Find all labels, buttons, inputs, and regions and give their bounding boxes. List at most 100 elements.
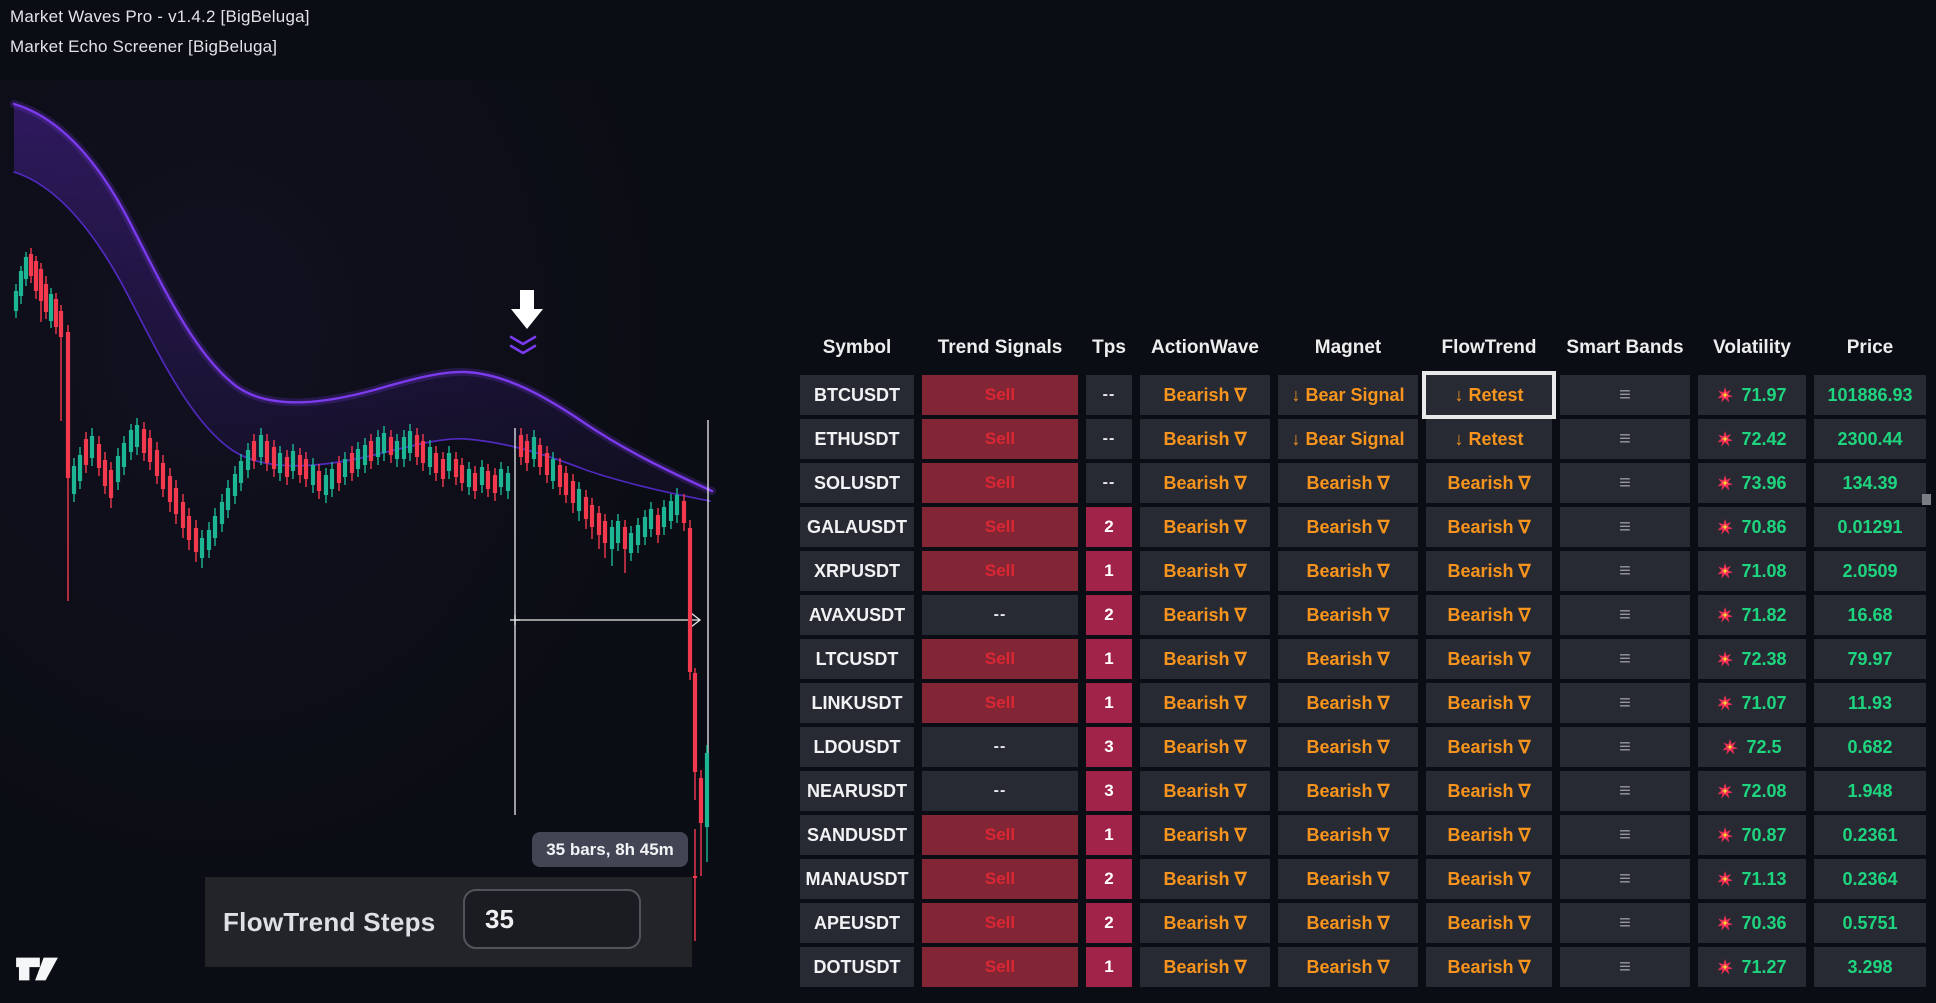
price-chart[interactable] xyxy=(0,0,760,1003)
flowtrend-cell: Bearish ∇ xyxy=(1426,771,1552,811)
actionwave-cell: Bearish ∇ xyxy=(1140,419,1270,459)
price-cell: 101886.93 xyxy=(1814,375,1926,415)
volatility-starburst-icon xyxy=(1717,959,1734,975)
trend-signals-cell: Sell xyxy=(922,903,1078,943)
volatility-cell: 72.38 xyxy=(1698,639,1806,679)
price-cell: 0.682 xyxy=(1814,727,1926,767)
volatility-cell: 70.86 xyxy=(1698,507,1806,547)
price-cell: 0.5751 xyxy=(1814,903,1926,943)
magnet-cell: Bearish ∇ xyxy=(1278,639,1418,679)
tps-cell: 2 xyxy=(1086,903,1132,943)
measure-tool xyxy=(510,420,709,815)
flowtrend-cell: Bearish ∇ xyxy=(1426,727,1552,767)
flowtrend-cell: Bearish ∇ xyxy=(1426,639,1552,679)
symbol-cell: BTCUSDT xyxy=(800,375,914,415)
actionwave-cell: Bearish ∇ xyxy=(1140,551,1270,591)
price-cell: 79.97 xyxy=(1814,639,1926,679)
column-header-tps[interactable]: Tps xyxy=(1092,337,1126,358)
actionwave-cell: Bearish ∇ xyxy=(1140,375,1270,415)
flowtrend-cell: Bearish ∇ xyxy=(1426,595,1552,635)
column-header-actionwave[interactable]: ActionWave xyxy=(1150,337,1260,358)
volatility-starburst-icon xyxy=(1717,387,1734,403)
trend-signals-cell: Sell xyxy=(922,463,1078,503)
column-header-volatility[interactable]: Volatility xyxy=(1713,337,1791,358)
volatility-cell: 71.13 xyxy=(1698,859,1806,899)
indicator-title-market-waves: Market Waves Pro - v1.4.2 [BigBeluga] xyxy=(10,7,310,26)
volatility-cell: 70.87 xyxy=(1698,815,1806,855)
price-cell: 1.948 xyxy=(1814,771,1926,811)
magnet-cell: Bearish ∇ xyxy=(1278,507,1418,547)
volatility-starburst-icon xyxy=(1717,871,1734,887)
column-header-symbol[interactable]: Symbol xyxy=(822,337,892,358)
volatility-starburst-icon xyxy=(1717,783,1734,799)
smart-bands-cell: ≡ xyxy=(1560,551,1690,591)
actionwave-cell: Bearish ∇ xyxy=(1140,771,1270,811)
magnet-cell: Bearish ∇ xyxy=(1278,463,1418,503)
column-header-magnet[interactable]: Magnet xyxy=(1314,337,1382,358)
volatility-cell: 71.08 xyxy=(1698,551,1806,591)
symbol-cell: LTCUSDT xyxy=(800,639,914,679)
tps-cell: -- xyxy=(1086,375,1132,415)
smart-bands-cell: ≡ xyxy=(1560,683,1690,723)
volatility-starburst-icon xyxy=(1717,431,1734,447)
smart-bands-cell: ≡ xyxy=(1560,815,1690,855)
volatility-cell: 72.42 xyxy=(1698,419,1806,459)
column-header-trend-signals[interactable]: Trend Signals xyxy=(937,337,1063,358)
price-cell: 3.298 xyxy=(1814,947,1926,987)
smart-bands-cell: ≡ xyxy=(1560,771,1690,811)
actionwave-cell: Bearish ∇ xyxy=(1140,595,1270,635)
trend-signals-cell: -- xyxy=(922,771,1078,811)
trend-signals-cell: -- xyxy=(922,595,1078,635)
screener-table: Symbol Trend Signals Tps ActionWave Magnet Fl… xyxy=(800,331,1926,987)
actionwave-cell: Bearish ∇ xyxy=(1140,903,1270,943)
trend-signals-cell: Sell xyxy=(922,947,1078,987)
flowtrend-steps-input[interactable] xyxy=(463,889,641,949)
column-header-flowtrend[interactable]: FlowTrend xyxy=(1441,337,1537,358)
volatility-starburst-icon xyxy=(1722,739,1739,755)
settings-panel: FlowTrend Steps xyxy=(205,877,692,967)
volatility-starburst-icon xyxy=(1717,827,1734,843)
smart-bands-cell: ≡ xyxy=(1560,859,1690,899)
price-cell: 134.39 xyxy=(1814,463,1926,503)
measure-tooltip: 35 bars, 8h 45m xyxy=(532,832,688,867)
tps-cell: 2 xyxy=(1086,859,1132,899)
actionwave-cell: Bearish ∇ xyxy=(1140,815,1270,855)
volatility-cell: 71.07 xyxy=(1698,683,1806,723)
magnet-cell: Bearish ∇ xyxy=(1278,727,1418,767)
smart-bands-cell: ≡ xyxy=(1560,903,1690,943)
tps-cell: 1 xyxy=(1086,639,1132,679)
flowtrend-cell: Bearish ∇ xyxy=(1426,463,1552,503)
volatility-cell: 72.08 xyxy=(1698,771,1806,811)
symbol-cell: DOTUSDT xyxy=(800,947,914,987)
symbol-cell: NEARUSDT xyxy=(800,771,914,811)
actionwave-cell: Bearish ∇ xyxy=(1140,507,1270,547)
magnet-cell: Bearish ∇ xyxy=(1278,947,1418,987)
trend-signals-cell: Sell xyxy=(922,683,1078,723)
volatility-starburst-icon xyxy=(1717,695,1734,711)
actionwave-cell: Bearish ∇ xyxy=(1140,727,1270,767)
column-header-price[interactable]: Price xyxy=(1846,337,1894,358)
smart-bands-cell: ≡ xyxy=(1560,947,1690,987)
magnet-cell: Bearish ∇ xyxy=(1278,595,1418,635)
column-header-smart-bands[interactable]: Smart Bands xyxy=(1566,337,1684,358)
magnet-cell: Bearish ∇ xyxy=(1278,683,1418,723)
volatility-starburst-icon xyxy=(1717,563,1734,579)
volatility-starburst-icon xyxy=(1717,475,1734,491)
tradingview-logo-icon[interactable] xyxy=(14,950,60,988)
smart-bands-cell: ≡ xyxy=(1560,419,1690,459)
trend-signals-cell: Sell xyxy=(922,639,1078,679)
trend-signals-cell: Sell xyxy=(922,551,1078,591)
actionwave-cell: Bearish ∇ xyxy=(1140,683,1270,723)
trend-signals-cell: Sell xyxy=(922,859,1078,899)
magnet-cell: Bearish ∇ xyxy=(1278,859,1418,899)
flowtrend-cell: Bearish ∇ xyxy=(1426,903,1552,943)
price-cell: 0.2364 xyxy=(1814,859,1926,899)
scrollbar-nub[interactable] xyxy=(1922,494,1931,505)
flowtrend-cell: Bearish ∇ xyxy=(1426,507,1552,547)
price-cell: 2300.44 xyxy=(1814,419,1926,459)
volatility-cell: 73.96 xyxy=(1698,463,1806,503)
down-arrow-icon xyxy=(511,290,543,329)
magnet-cell: ↓ Bear Signal xyxy=(1278,419,1418,459)
trend-signals-cell: -- xyxy=(922,727,1078,767)
candles xyxy=(13,248,710,941)
